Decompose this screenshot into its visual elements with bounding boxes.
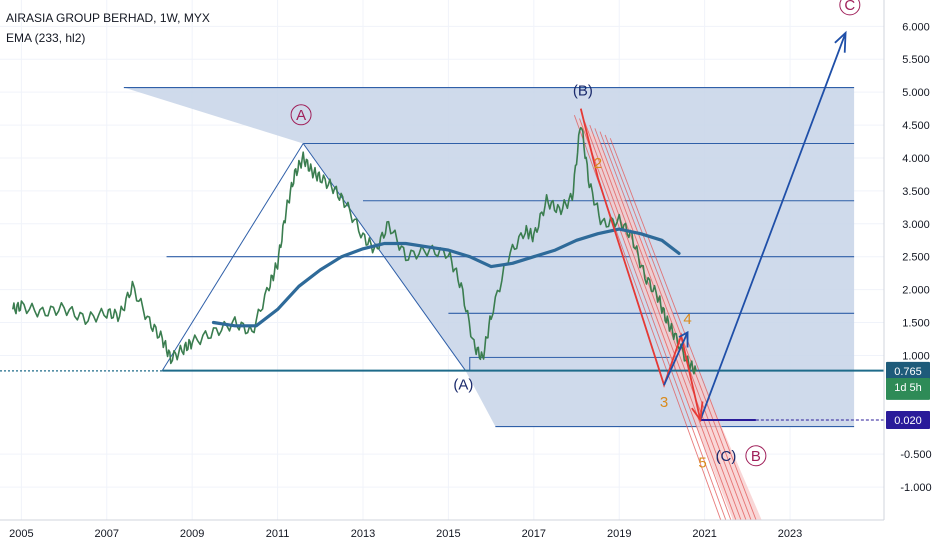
x-tick-label: 2005 bbox=[9, 528, 33, 540]
x-tick-label: 2011 bbox=[266, 528, 290, 540]
x-tick-label: 2019 bbox=[607, 528, 631, 540]
y-tick-label: 1.000 bbox=[902, 350, 930, 362]
annotation-label: 2 bbox=[594, 155, 602, 172]
annotation-circle bbox=[839, 0, 861, 16]
annotation-label: A bbox=[296, 107, 306, 124]
symbol-title[interactable]: AIRASIA GROUP BERHAD, 1W, MYX bbox=[6, 11, 210, 25]
y-tick-label: 1.500 bbox=[902, 318, 930, 330]
wave-annotations: A (B) (A) C 2 4 3 5 (C) B bbox=[290, 0, 861, 471]
y-tick-label: 2.000 bbox=[902, 285, 930, 297]
projection-up-large[interactable] bbox=[699, 32, 847, 421]
price-badge-text: 1d 5h bbox=[894, 382, 922, 394]
price-badge-text: 0.765 bbox=[894, 366, 922, 378]
annotation-label: 5 bbox=[698, 454, 706, 471]
y-tick-label: -0.500 bbox=[900, 449, 931, 461]
price-series bbox=[12, 126, 697, 375]
annotation-label: (C) bbox=[716, 448, 737, 465]
y-tick-label: 5.500 bbox=[902, 54, 930, 66]
y-tick-label: -1.000 bbox=[900, 482, 931, 494]
y-tick-label: 6.000 bbox=[902, 21, 930, 33]
y-tick-label: 4.000 bbox=[902, 153, 930, 165]
ema-line-series bbox=[211, 227, 681, 328]
x-tick-label: 2007 bbox=[95, 528, 119, 540]
annotation-circle bbox=[290, 104, 312, 126]
x-tick-label: 2009 bbox=[180, 528, 204, 540]
chart-legend: AIRASIA GROUP BERHAD, 1W, MYX EMA (233, … bbox=[6, 8, 210, 48]
y-tick-label: 3.500 bbox=[902, 186, 930, 198]
price-labels: 0.7650.7551d 5h0.020 bbox=[886, 361, 930, 429]
y-tick-label: 4.500 bbox=[902, 120, 930, 132]
arrowhead-large[interactable] bbox=[834, 30, 847, 53]
annotation-label: B bbox=[751, 448, 761, 465]
price-line-series bbox=[12, 126, 697, 375]
price-badge bbox=[886, 361, 930, 380]
x-tick-label: 2023 bbox=[778, 528, 802, 540]
channel-line[interactable] bbox=[579, 118, 736, 547]
y-tick-label: 2.500 bbox=[902, 252, 930, 264]
price-axis[interactable]: 6.000 5.500 5.000 4.500 4.000 3.500 3.000 2.500… bbox=[883, 0, 932, 550]
projection-up-small[interactable] bbox=[663, 332, 689, 386]
annotation-label: (A) bbox=[453, 377, 473, 394]
x-tick-label: 2015 bbox=[436, 528, 460, 540]
y-tick-label: 3.000 bbox=[902, 219, 930, 231]
fib-trend-up[interactable] bbox=[161, 143, 304, 371]
annotation-label: 4 bbox=[683, 311, 691, 328]
arrowhead-small[interactable] bbox=[678, 330, 689, 348]
channel-line[interactable] bbox=[584, 121, 741, 547]
price-axis-bg[interactable] bbox=[884, 0, 932, 550]
channel-line[interactable] bbox=[599, 131, 757, 547]
price-badge bbox=[886, 410, 930, 429]
trend-drawings[interactable] bbox=[579, 30, 884, 423]
x-tick-label: 2013 bbox=[351, 528, 375, 540]
arrowhead-red[interactable] bbox=[691, 401, 704, 423]
annotation-label: C bbox=[844, 0, 855, 14]
annotation-circle bbox=[745, 445, 767, 467]
indicator-label[interactable]: EMA (233, hl2) bbox=[6, 31, 86, 45]
annotation-label: 3 bbox=[660, 394, 668, 411]
price-badge-text: 0.020 bbox=[894, 415, 922, 427]
time-axis[interactable]: 2005 2007 2009 2011 2013 2015 2017 2019 2021 2023 bbox=[0, 519, 932, 550]
annotation-label: (B) bbox=[573, 82, 593, 99]
x-tick-label: 2017 bbox=[522, 528, 546, 540]
price-badge bbox=[886, 378, 930, 397]
time-axis-bg[interactable] bbox=[0, 520, 932, 550]
y-tick-label: 5.000 bbox=[902, 87, 930, 99]
channel-line[interactable] bbox=[589, 124, 747, 547]
x-tick-label: 2021 bbox=[692, 528, 716, 540]
